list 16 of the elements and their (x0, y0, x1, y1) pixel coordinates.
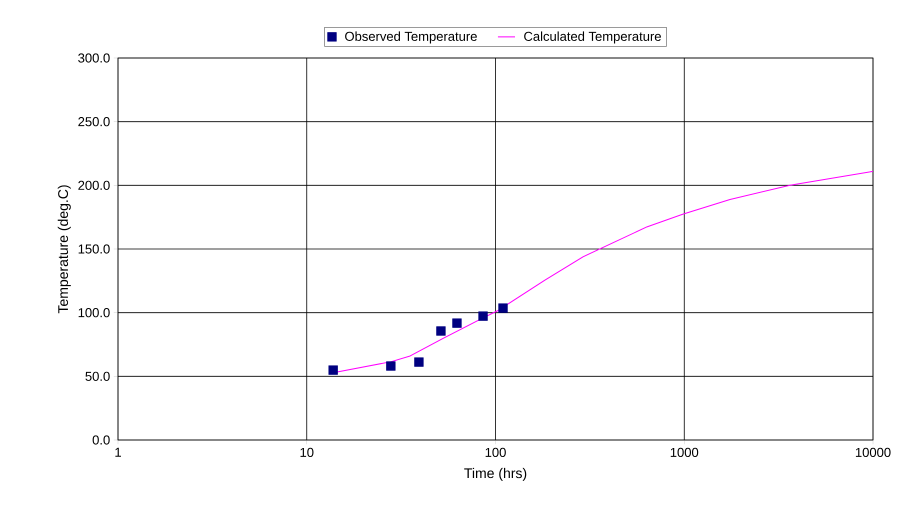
legend-label: Observed Temperature (345, 31, 477, 44)
x-tick-label: 10 (300, 448, 314, 458)
y-tick-label: 300.0 (78, 53, 110, 63)
y-tick-label: 250.0 (78, 117, 110, 126)
x-tick-label: 10000 (856, 448, 891, 458)
y-tick-label: 200.0 (78, 180, 110, 190)
legend-label: Calculated Temperature (524, 31, 661, 44)
x-axis-title: Time (hrs) (464, 468, 526, 481)
x-tick-label: 1000 (670, 448, 698, 458)
x-tick-label: 100 (486, 448, 506, 458)
y-tick-label: 150.0 (78, 244, 110, 254)
y-axis-title: Temperature (deg.C) (58, 185, 71, 314)
y-tick-label: 50.0 (85, 372, 110, 381)
y-tick-label: 100.0 (78, 308, 110, 318)
y-tick-label: 0.0 (92, 435, 110, 445)
x-tick-label: 1 (115, 448, 121, 457)
